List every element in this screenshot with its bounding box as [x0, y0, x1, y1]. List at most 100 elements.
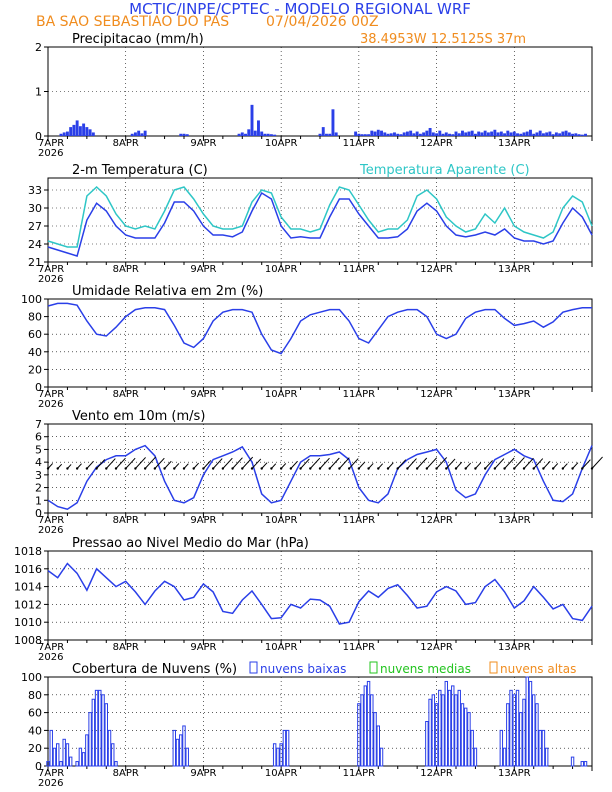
cloud-low-bar — [101, 694, 105, 767]
header-coords: 38.4953W 12.5125S 37m — [360, 32, 526, 47]
wind-barb-dot — [95, 467, 98, 470]
clouds-ytick-label: 0 — [35, 760, 42, 773]
precip-bar — [273, 134, 277, 136]
rh-year-label: 2026 — [38, 399, 63, 410]
wind-barb-dot — [522, 467, 526, 470]
cloud-low-bar — [98, 689, 102, 767]
wind-barb-dot — [493, 467, 497, 470]
cloud-low-bar — [52, 747, 57, 767]
wind-ytick-label: 1 — [35, 494, 42, 507]
cloud-low-bar — [279, 743, 283, 767]
precip-bar — [82, 123, 86, 136]
wind-barb-dot — [406, 467, 409, 470]
wind-barb-dot — [503, 467, 506, 470]
wind-barb-dot — [454, 467, 458, 470]
precip-ytick-label: 2 — [35, 41, 42, 54]
temp-xtick-label: 7APR — [38, 264, 64, 275]
wind-barb-dot — [289, 467, 293, 470]
cloud-low-bar — [276, 747, 280, 767]
precip-xtick-label: 7APR — [38, 138, 64, 149]
precip-bar — [88, 129, 92, 136]
precip-bar — [393, 132, 396, 136]
wind-barb-dot — [105, 467, 108, 470]
pressure-ytick-label: 1016 — [14, 563, 42, 576]
wind-barb — [358, 461, 366, 469]
wind-barb — [387, 462, 394, 469]
cloud-low-bar — [470, 729, 474, 767]
wind-xtick-label: 13APR — [498, 515, 531, 526]
precip-bar — [91, 132, 95, 136]
precip-bar — [396, 133, 400, 136]
cloud-low-bar — [447, 689, 452, 767]
precip-bar — [62, 132, 66, 136]
wind-barb — [212, 458, 223, 469]
wind-barb — [533, 458, 544, 469]
cloud-low-bar — [172, 729, 176, 767]
clouds-xtick-label: 8APR — [113, 768, 139, 779]
precip-bar — [321, 127, 325, 136]
cloud-low-bar — [532, 694, 536, 767]
precip-bar — [473, 133, 477, 136]
precip-bar — [247, 129, 251, 136]
clouds-xtick-label: 11APR — [343, 768, 376, 779]
wind-barb-dot — [75, 467, 79, 470]
precip-bar — [418, 133, 422, 136]
wind-barb — [290, 460, 298, 469]
cloud-low-bar — [373, 712, 377, 767]
precip-bar — [133, 132, 137, 136]
wind-barb — [329, 457, 340, 469]
precip-bar — [130, 133, 134, 136]
temp-year-label: 2026 — [38, 274, 63, 285]
temp-ytick-label: 30 — [28, 202, 42, 215]
precip-bar — [244, 133, 247, 136]
cloud-low-bar — [272, 743, 277, 767]
rh-xtick-label: 9APR — [190, 389, 216, 400]
cloud-low-bar — [515, 689, 520, 767]
wind-barb-dot — [328, 467, 331, 470]
cloud-low-bar — [65, 743, 70, 767]
wind-barb-dot — [561, 467, 565, 470]
cloud-low-bar — [451, 685, 455, 767]
precip-bar — [383, 132, 387, 136]
cloud-low-bar — [464, 707, 468, 767]
precip-bar — [522, 132, 526, 136]
precip-bar — [185, 134, 189, 136]
wind-barb-dot — [542, 467, 545, 470]
precip-bar — [506, 130, 510, 136]
precip-bar — [448, 133, 451, 136]
pressure-xtick-label: 12APR — [420, 642, 453, 653]
clouds-xtick-label: 7APR — [38, 768, 64, 779]
precip-bar — [509, 132, 513, 136]
precip-xtick-label: 11APR — [343, 138, 376, 149]
wind-barb — [445, 458, 456, 469]
pressure-ytick-label: 1008 — [14, 634, 42, 647]
wind-line-0 — [47, 444, 593, 511]
temp-xtick-label: 10APR — [265, 264, 298, 275]
precip-bar — [318, 133, 322, 136]
header-location: BA SAO SEBASTIAO DO PAS — [36, 14, 229, 30]
cloud-low-bar — [85, 734, 89, 767]
precip-bar — [441, 133, 445, 136]
cloud-low-bar — [357, 703, 361, 767]
clouds-xtick-label: 10APR — [265, 768, 298, 779]
wind-barb — [135, 457, 146, 469]
header-run: 07/04/2026 00Z — [266, 14, 379, 30]
wind-barb-dot — [124, 467, 127, 470]
cloud-low-bar — [179, 734, 183, 767]
wind-barb-dot — [445, 467, 448, 470]
rh-ytick-label: 0 — [35, 381, 42, 394]
wind-barb — [494, 458, 505, 469]
precip-bar — [464, 132, 468, 136]
precip-bar — [260, 131, 264, 136]
wind-barb — [484, 460, 493, 469]
wind-barb-dot — [386, 467, 390, 470]
wind-barb-dot — [241, 467, 244, 470]
cloud-low-bar — [379, 747, 384, 767]
cloud-legend-swatch — [369, 661, 378, 674]
cloud-legend-swatch — [489, 661, 498, 674]
wind-barb-dot — [367, 467, 370, 470]
precip-bar — [331, 109, 335, 136]
precip-bar — [237, 133, 241, 136]
pressure-ytick-label: 1018 — [14, 545, 42, 558]
wind-barb-dot — [357, 467, 361, 470]
